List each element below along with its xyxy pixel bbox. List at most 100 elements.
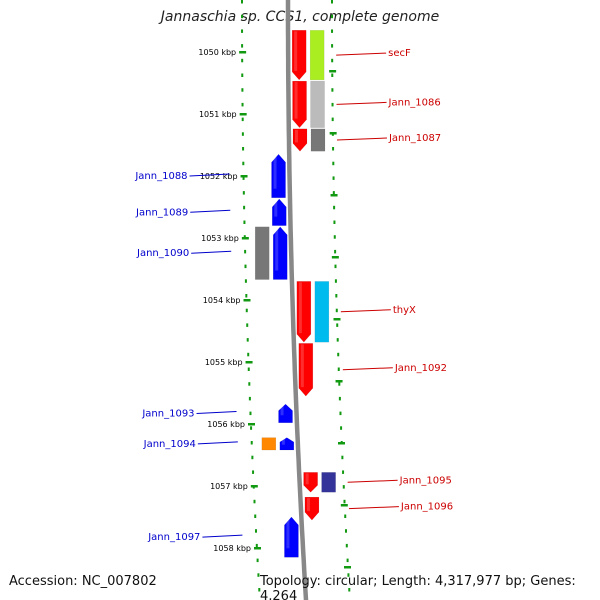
topology-text: Topology: circular; Length: 4,317,977 bp… [260, 574, 576, 600]
ring-dot [348, 588, 351, 592]
ring-dot [251, 455, 254, 460]
ring-dot [255, 543, 258, 548]
ring-dot [331, 73, 334, 77]
ring-dot [339, 411, 342, 416]
ring-dot [241, 117, 244, 122]
scale-tick-mark [243, 299, 251, 302]
gene-label-Jann_1090: Jann_1090 [136, 248, 189, 259]
ring-dot [331, 0, 333, 4]
scale-tick-mark [337, 442, 345, 445]
gene-highlight [280, 405, 284, 416]
ring-dot [241, 88, 244, 92]
ring-dot [332, 191, 335, 195]
gene-label-Jann_1089: Jann_1089 [135, 207, 188, 218]
ring-dot [248, 382, 251, 386]
ring-dot [342, 485, 345, 489]
genome-backbone [285, 0, 309, 600]
scale-tick-label: 1053 kbp [201, 234, 239, 243]
ring-dot [241, 14, 244, 19]
ring-dot [331, 88, 334, 92]
gene-arrow-Jann_1094 [279, 437, 295, 451]
ring-dot [241, 0, 243, 4]
label-leader-line [190, 209, 231, 213]
ring-dot [246, 338, 249, 342]
gene-arrow-thyX [296, 281, 312, 343]
gene-arrow-Jann_1095 [303, 472, 318, 493]
gene-arrow-Jann_1087 [292, 128, 308, 152]
ring-dot [331, 29, 334, 33]
map-title: Jannaschia sp. CCS1, complete genome [160, 9, 440, 25]
scale-tick-mark [247, 423, 255, 426]
gene-highlight [275, 227, 279, 271]
ring-dot [336, 338, 339, 342]
gene-highlight [273, 155, 277, 189]
cog-bar-Jann_1090 [254, 226, 270, 280]
ring-dot [250, 441, 253, 445]
ring-dot [244, 249, 247, 254]
scale-tick-mark [239, 51, 247, 54]
cog-bar-Jann_1087 [310, 128, 326, 152]
scale-tick-mark [240, 175, 248, 178]
scale-tick-mark [330, 194, 338, 197]
ring-dot [243, 235, 246, 239]
ring-dot [332, 176, 335, 180]
ring-dot [334, 264, 337, 269]
ring-dot [334, 279, 337, 283]
ring-dot [243, 205, 246, 210]
ring-dot [342, 470, 345, 474]
scale-tick-mark [329, 132, 337, 135]
gene-highlight [294, 31, 298, 71]
ring-dot [241, 73, 244, 77]
gene-label-Jann_1097: Jann_1097 [147, 532, 200, 543]
label-leader-line [342, 367, 393, 371]
scale-tick-mark [239, 113, 247, 116]
ring-dot [245, 294, 248, 298]
ring-dot [338, 396, 341, 401]
gene-highlight [274, 199, 278, 217]
gene-label-Jann_1095: Jann_1095 [399, 475, 452, 486]
gene-arrow-Jann_1089 [272, 198, 287, 226]
cog-bar-secF [309, 30, 325, 81]
scale-tick-label: 1055 kbp [205, 358, 243, 367]
ring-dot [345, 543, 348, 548]
ring-dot [244, 279, 247, 283]
ring-dot [344, 514, 347, 518]
cog-bar-Jann_1094 [261, 437, 277, 451]
ring-dot [241, 58, 244, 63]
scale-tick-mark [254, 547, 262, 550]
ring-dot [341, 455, 344, 460]
scale-tick-mark [245, 361, 253, 364]
ring-dot [343, 499, 346, 504]
gene-highlight [305, 473, 309, 485]
ring-dot [331, 117, 334, 122]
accession-text: Accession: NC_007802 [9, 574, 157, 589]
gene-highlight [294, 129, 298, 143]
ring-dot [242, 191, 245, 195]
ring-dot [253, 499, 256, 504]
ring-dot [254, 514, 257, 518]
gene-label-Jann_1092: Jann_1092 [394, 363, 447, 374]
ring-dot [241, 132, 244, 136]
gene-arrow-Jann_1097 [284, 516, 299, 558]
label-leader-line [189, 173, 230, 177]
ring-dot [338, 382, 341, 386]
scale-tick-label: 1056 kbp [207, 420, 245, 429]
scale-tick-mark [241, 237, 249, 240]
ring-dot [335, 308, 338, 313]
gene-label-Jann_1093: Jann_1093 [141, 408, 194, 419]
gene-label-Jann_1086: Jann_1086 [388, 97, 441, 108]
scale-tick-mark [331, 256, 339, 259]
ring-dot [331, 44, 334, 48]
ring-dot [333, 220, 336, 224]
ring-dot [243, 220, 246, 224]
cog-bar-thyX [314, 281, 330, 343]
label-leader-line [340, 309, 391, 313]
outer-dotted-ring-left [241, 0, 261, 592]
gene-arrow-Jann_1086 [292, 80, 307, 129]
ring-dot [241, 29, 244, 33]
scale-tick-label: 1050 kbp [198, 48, 236, 57]
ring-dot [242, 161, 245, 166]
gene-highlight [281, 438, 285, 445]
